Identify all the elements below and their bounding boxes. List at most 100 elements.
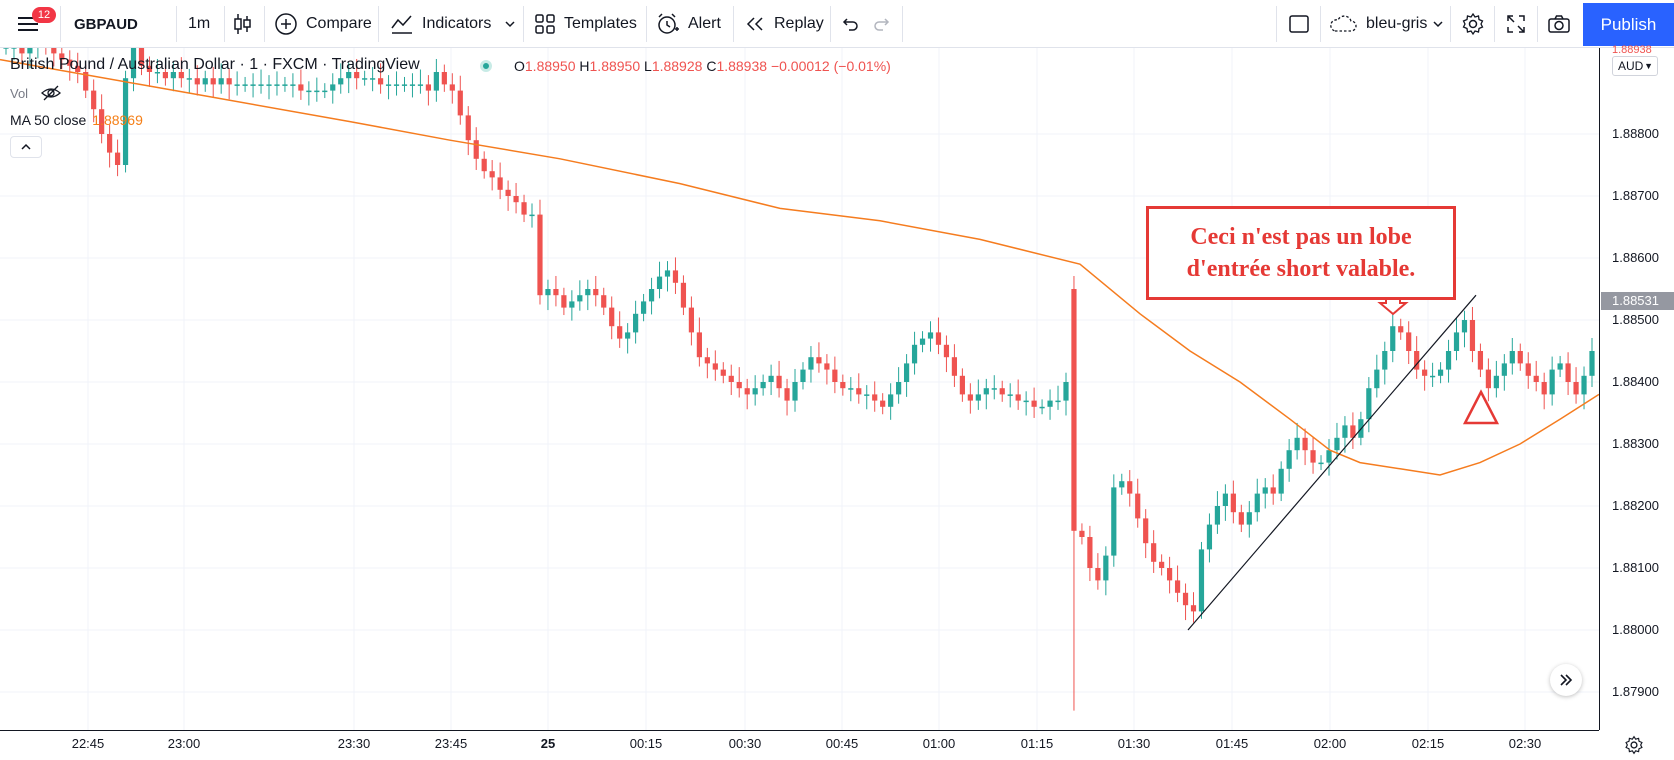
candle-body xyxy=(1087,537,1093,568)
candle-body xyxy=(1222,493,1228,506)
candle-body xyxy=(1501,363,1507,376)
price-tick-label: 1.88200 xyxy=(1612,498,1659,513)
time-axis[interactable] xyxy=(0,730,1599,760)
candle-body xyxy=(1342,425,1348,438)
candle-body xyxy=(393,84,400,86)
triangle-annotation[interactable] xyxy=(1462,389,1500,425)
symbol-search-button[interactable]: GBPAUD xyxy=(74,0,138,48)
legend-symbol-title: British Pound / Australian Dollar · 1 · … xyxy=(10,56,420,73)
candle-body xyxy=(146,65,153,72)
candle-body xyxy=(1461,320,1468,333)
candle-body xyxy=(935,332,942,345)
rewind-icon xyxy=(746,17,763,31)
replay-button[interactable]: Replay xyxy=(744,0,824,48)
candle-body xyxy=(1533,375,1539,382)
scroll-to-realtime-button[interactable] xyxy=(1550,664,1582,696)
redo-button[interactable] xyxy=(872,0,892,48)
candle-body xyxy=(465,115,471,141)
time-tick-label: 23:45 xyxy=(434,736,468,751)
candle-body xyxy=(1039,406,1045,409)
candle-body xyxy=(832,369,838,382)
redo-icon xyxy=(874,18,890,31)
alert-button[interactable]: Alert xyxy=(656,0,721,48)
undo-button[interactable] xyxy=(840,0,860,48)
chart-layout-button[interactable] xyxy=(1288,0,1310,48)
market-status-dot[interactable] xyxy=(480,60,492,72)
candle-body xyxy=(433,72,439,91)
compare-button[interactable]: Compare xyxy=(274,0,372,48)
candle-body xyxy=(537,214,543,296)
chart-pane[interactable] xyxy=(0,48,1674,730)
candle-body xyxy=(1095,568,1101,581)
candle-body xyxy=(601,295,607,308)
candle-body xyxy=(1151,543,1157,562)
candle-body xyxy=(975,394,981,401)
price-tick-label: 1.88500 xyxy=(1612,312,1659,327)
indicators-button[interactable]: Indicators xyxy=(390,0,491,48)
candle-body xyxy=(1079,530,1085,537)
volume-indicator-label[interactable]: Vol xyxy=(10,86,29,101)
candle-body xyxy=(712,363,718,370)
double-chevron-right-icon xyxy=(1560,674,1573,686)
candle-body xyxy=(314,90,320,93)
ohlc-close-label: C xyxy=(706,58,717,74)
candle-body xyxy=(417,84,424,86)
candle-body xyxy=(1485,369,1491,389)
settings-button[interactable] xyxy=(1461,0,1485,48)
chevron-down-icon xyxy=(505,21,515,28)
interval-button[interactable]: 1m xyxy=(188,0,210,48)
candle-body xyxy=(330,84,336,91)
candle-body xyxy=(385,84,392,86)
candle-body xyxy=(481,158,487,172)
candle-body xyxy=(561,295,567,308)
candle-body xyxy=(441,72,447,85)
candle-body xyxy=(250,84,256,86)
price-tick-label: 1.88700 xyxy=(1612,188,1659,203)
candle-body xyxy=(218,78,224,85)
candle-body xyxy=(752,388,758,395)
candle-body xyxy=(170,72,176,79)
candle-body xyxy=(1310,450,1316,463)
price-axis[interactable] xyxy=(1599,48,1674,730)
candle-body xyxy=(640,301,647,314)
time-tick-label: 01:30 xyxy=(1117,736,1151,751)
plus-circle-icon xyxy=(275,13,297,35)
currency-selector[interactable]: AUD ▼ xyxy=(1612,56,1658,76)
ma-indicator-legend[interactable]: MA 50 close 1.88969 xyxy=(10,112,143,128)
ohlc-close-value: 1.88938 xyxy=(716,58,768,74)
notification-badge: 12 xyxy=(32,7,56,23)
candle-body xyxy=(1031,400,1037,407)
candle-body xyxy=(856,388,862,395)
ohlc-change-value: −0.00012 (−0.01%) xyxy=(770,58,891,74)
gear-icon[interactable] xyxy=(1624,735,1644,755)
snapshot-button[interactable] xyxy=(1547,0,1571,48)
eye-crossed-icon[interactable] xyxy=(40,84,62,102)
publish-button[interactable]: Publish xyxy=(1583,3,1674,46)
candle-body xyxy=(1119,481,1125,488)
candle-body xyxy=(1294,437,1300,451)
candle-body xyxy=(1174,580,1181,593)
indicators-dropdown[interactable] xyxy=(504,0,516,48)
candle-body xyxy=(1398,326,1404,333)
fullscreen-button[interactable] xyxy=(1505,0,1527,48)
ohlc-high-label: H xyxy=(579,58,590,74)
chart-type-button[interactable] xyxy=(232,0,254,48)
candle-body xyxy=(888,394,894,407)
candle-body xyxy=(1525,363,1531,376)
templates-button[interactable]: Templates xyxy=(534,0,637,48)
trend-line[interactable] xyxy=(1187,294,1477,631)
single-layout-icon xyxy=(1289,15,1309,33)
candle-body xyxy=(991,388,997,390)
menu-button[interactable] xyxy=(16,0,42,48)
candle-body xyxy=(744,388,750,395)
layout-name-button[interactable]: bleu-gris xyxy=(1328,0,1427,48)
price-chart[interactable] xyxy=(0,48,1599,730)
layout-name-dropdown[interactable] xyxy=(1432,0,1444,48)
toolbar-divider xyxy=(902,6,903,42)
collapse-legend-button[interactable] xyxy=(10,136,42,158)
annotation-text-box[interactable]: Ceci n'est pas un lobe d'entrée short va… xyxy=(1146,206,1456,300)
candle-body xyxy=(808,357,814,370)
candle-body xyxy=(425,84,432,91)
candle-body xyxy=(864,394,870,396)
candle-body xyxy=(1135,493,1141,519)
